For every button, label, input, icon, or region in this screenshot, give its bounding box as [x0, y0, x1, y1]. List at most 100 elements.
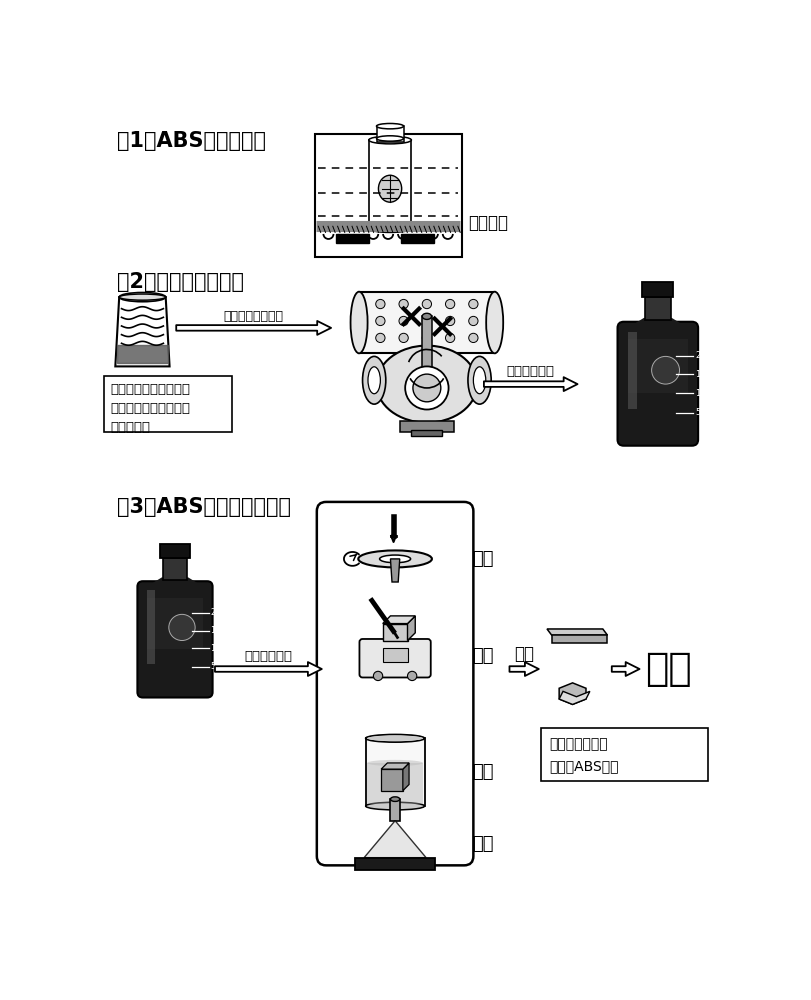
Polygon shape	[147, 577, 204, 587]
Circle shape	[169, 614, 195, 641]
Bar	[400, 421, 454, 432]
Ellipse shape	[379, 175, 401, 202]
Polygon shape	[383, 616, 415, 624]
Circle shape	[445, 299, 455, 309]
Circle shape	[399, 316, 408, 326]
Polygon shape	[383, 624, 407, 641]
Ellipse shape	[358, 550, 432, 567]
Bar	[367, 763, 423, 804]
Text: 50: 50	[210, 662, 221, 671]
Text: 滴涂: 滴涂	[472, 647, 493, 665]
Bar	[383, 648, 407, 662]
Ellipse shape	[390, 797, 400, 801]
Polygon shape	[628, 318, 688, 328]
Text: 喷涂: 喷涂	[472, 835, 493, 853]
Circle shape	[375, 333, 385, 343]
FancyBboxPatch shape	[617, 322, 698, 446]
Text: 烘干: 烘干	[514, 645, 534, 663]
Circle shape	[413, 374, 441, 402]
Polygon shape	[369, 140, 411, 229]
Ellipse shape	[397, 639, 402, 646]
Text: 200: 200	[210, 608, 225, 617]
Circle shape	[375, 299, 385, 309]
Bar	[359, 292, 495, 353]
Text: 水浴加热: 水浴加热	[468, 214, 508, 232]
Text: 旋涂: 旋涂	[472, 550, 493, 568]
Ellipse shape	[380, 555, 410, 563]
FancyBboxPatch shape	[359, 639, 431, 677]
Polygon shape	[547, 629, 607, 635]
Bar	[628, 332, 637, 409]
Bar	[628, 339, 688, 393]
Text: （2）配制导电浆料：: （2）配制导电浆料：	[117, 272, 244, 292]
Bar	[147, 590, 155, 664]
Bar	[162, 558, 187, 580]
Ellipse shape	[376, 136, 404, 141]
Bar	[642, 282, 673, 297]
Circle shape	[445, 333, 455, 343]
FancyBboxPatch shape	[104, 376, 232, 432]
Bar	[376, 126, 404, 142]
Bar	[401, 234, 434, 243]
Text: 150: 150	[210, 626, 225, 635]
Ellipse shape	[366, 734, 424, 742]
Text: 浸涂: 浸涂	[472, 763, 493, 781]
Text: 包覆了石墨烯导
电层的ABS工件: 包覆了石墨烯导 电层的ABS工件	[549, 737, 619, 774]
Ellipse shape	[367, 760, 423, 766]
Text: 200: 200	[695, 351, 710, 360]
Circle shape	[399, 333, 408, 343]
Text: 收集导电浆料: 收集导电浆料	[507, 365, 555, 378]
Polygon shape	[390, 559, 400, 582]
Text: （1）ABS塑料除油：: （1）ABS塑料除油：	[117, 131, 266, 151]
Polygon shape	[559, 691, 590, 704]
Text: 碳纳米材料、溶剂、助
剂和连结料混合后进行
超声预分散: 碳纳米材料、溶剂、助 剂和连结料混合后进行 超声预分散	[110, 383, 190, 434]
Ellipse shape	[119, 292, 165, 302]
Circle shape	[399, 299, 408, 309]
Bar	[645, 297, 671, 320]
Polygon shape	[407, 616, 415, 641]
Ellipse shape	[363, 356, 386, 404]
Ellipse shape	[368, 367, 380, 394]
Circle shape	[469, 299, 478, 309]
Circle shape	[406, 366, 448, 410]
Circle shape	[407, 671, 417, 681]
Text: （3）ABS塑料表面处理：: （3）ABS塑料表面处理：	[117, 497, 291, 517]
Ellipse shape	[367, 736, 423, 741]
Circle shape	[651, 356, 680, 384]
Ellipse shape	[486, 292, 503, 353]
Text: 100: 100	[695, 389, 710, 398]
Bar	[337, 234, 369, 243]
Text: 一步研磨混合改性: 一步研磨混合改性	[224, 310, 284, 323]
Ellipse shape	[468, 356, 491, 404]
Ellipse shape	[350, 292, 367, 353]
Ellipse shape	[119, 294, 165, 300]
Circle shape	[423, 316, 431, 326]
FancyBboxPatch shape	[541, 728, 708, 781]
Text: 150: 150	[695, 370, 710, 379]
Circle shape	[373, 671, 383, 681]
Bar	[390, 799, 400, 821]
Polygon shape	[381, 763, 409, 769]
Circle shape	[469, 333, 478, 343]
Ellipse shape	[423, 313, 431, 319]
Bar	[354, 858, 436, 870]
Ellipse shape	[376, 346, 477, 423]
Text: 50: 50	[695, 408, 706, 417]
Circle shape	[445, 316, 455, 326]
Ellipse shape	[366, 802, 424, 810]
Polygon shape	[381, 769, 403, 791]
Polygon shape	[551, 635, 607, 643]
Polygon shape	[115, 297, 169, 366]
Bar	[411, 430, 442, 436]
FancyBboxPatch shape	[137, 581, 212, 698]
Ellipse shape	[376, 123, 404, 129]
Polygon shape	[403, 763, 409, 791]
Ellipse shape	[474, 367, 486, 394]
Bar	[423, 316, 431, 374]
Bar	[147, 598, 204, 649]
Text: 电镀: 电镀	[646, 650, 692, 688]
Circle shape	[423, 299, 431, 309]
Bar	[117, 345, 168, 363]
Ellipse shape	[369, 225, 411, 232]
Polygon shape	[559, 683, 586, 704]
